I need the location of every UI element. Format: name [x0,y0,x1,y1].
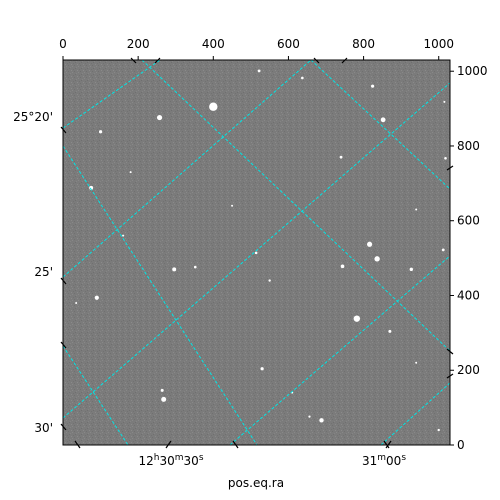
star-19 [94,295,99,300]
star-2 [380,117,386,123]
star-21 [388,329,392,333]
right-tick-label-200: 200 [457,363,480,377]
grid-line-4 [380,382,450,445]
ra-tick-label-2: 31m00s [362,453,406,468]
star-35 [415,208,418,211]
ra-tick-label-1: 12h30m30s [138,453,203,468]
star-29 [443,100,446,103]
right-tick-label-0: 0 [457,438,465,452]
star-15 [441,248,445,252]
dec-tick-label-25: 25' [34,265,53,279]
star-6 [257,69,261,73]
star-sources [75,69,447,432]
star-26 [437,428,440,432]
right-tick-label-400: 400 [457,288,480,302]
star-12 [172,267,177,272]
star-24 [161,396,167,402]
dec-tick-label-20: 25°20' [13,110,53,124]
star-18 [193,265,197,269]
top-tick-label-600: 600 [277,37,300,51]
star-8 [339,155,343,159]
grid-line-2 [63,82,450,419]
star-9 [444,157,447,160]
star-0 [209,102,218,111]
top-tick-label-400: 400 [202,37,225,51]
top-pixel-axis: 0 200 400 600 800 1000 [59,37,454,60]
star-20 [353,315,361,322]
grid-line-3 [229,255,450,445]
star-5 [371,84,375,88]
star-1 [156,114,163,121]
star-34 [129,171,132,174]
star-23 [160,388,164,392]
right-tick-label-800: 800 [457,139,480,153]
grid-line-8 [310,60,450,190]
star-28 [75,301,78,304]
star-27 [308,415,311,418]
coordinate-grid [63,60,450,445]
star-3 [98,130,103,134]
star-11 [374,256,380,262]
star-16 [254,251,258,255]
dec-axis-ticks [60,126,67,431]
right-tick-label-1000: 1000 [457,64,488,78]
dec-tick-label-30: 30' [34,421,53,435]
star-14 [409,267,413,272]
star-33 [231,204,234,207]
ra-axis-ticks [74,57,454,449]
x-axis-label: pos.eq.ra [228,476,284,490]
right-tick-label-600: 600 [457,214,480,228]
star-25 [319,418,324,423]
top-tick-label-800: 800 [352,37,375,51]
star-31 [122,234,125,237]
star-7 [301,76,304,80]
grid-line-7 [141,60,450,352]
star-10 [366,241,373,247]
top-tick-label-0: 0 [59,37,67,51]
right-pixel-axis: 0 200 400 600 800 1000 [450,64,488,452]
star-30 [415,361,418,364]
plot-frame [62,59,451,446]
grid-line-6 [63,145,258,445]
star-13 [340,264,345,269]
star-17 [268,279,271,282]
top-tick-label-1000: 1000 [423,37,454,51]
star-4 [89,185,94,190]
star-22 [260,367,264,371]
top-tick-label-200: 200 [127,37,150,51]
